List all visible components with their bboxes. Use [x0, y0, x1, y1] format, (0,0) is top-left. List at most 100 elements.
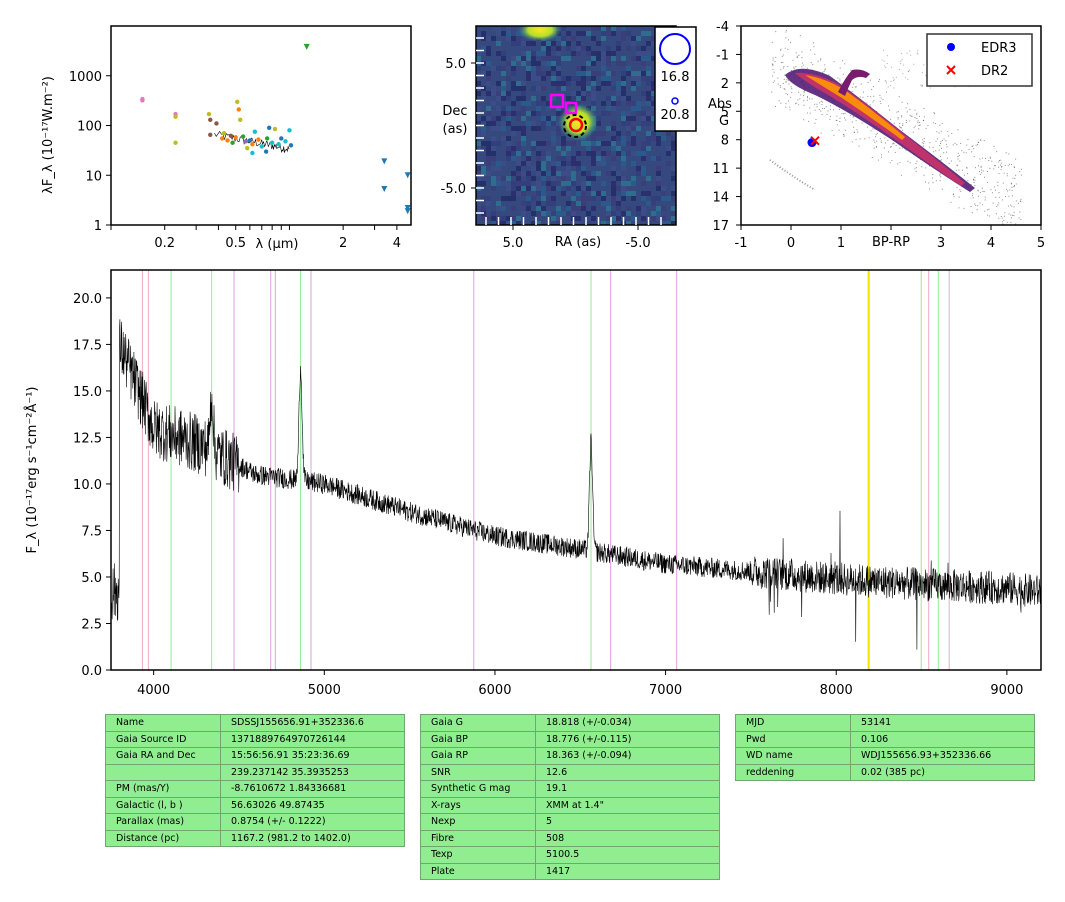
image-pixel [496, 66, 501, 71]
image-pixel [611, 136, 616, 141]
hr-cloud-point [841, 82, 843, 84]
hr-cloud-point [952, 144, 954, 146]
hr-cloud-point [775, 31, 777, 33]
image-pixel [511, 131, 516, 136]
hr-cloud-point [795, 52, 797, 54]
image-pixel [651, 36, 656, 41]
image-pixel [566, 96, 571, 101]
image-pixel [606, 211, 611, 216]
image-pixel [491, 156, 496, 161]
image-pixel [651, 76, 656, 81]
image-pixel [621, 211, 626, 216]
hr-cloud-point [833, 134, 835, 136]
image-pixel [651, 41, 656, 46]
image-pixel [606, 56, 611, 61]
image-pixel [526, 121, 531, 126]
image-pixel [531, 176, 536, 181]
image-pixel [506, 36, 511, 41]
sed-xtick-label: 2 [339, 236, 347, 251]
hr-cloud-point [841, 60, 843, 62]
image-pixel [516, 86, 521, 91]
sed-point [283, 139, 288, 144]
hr-cloud-point [997, 185, 999, 187]
image-pixel [641, 141, 646, 146]
image-pixel [611, 86, 616, 91]
image-pixel [651, 201, 656, 206]
image-pixel [641, 171, 646, 176]
sed-ylabel: λF_λ (10⁻¹⁷W.m⁻²) [41, 76, 56, 194]
image-pixel [656, 141, 661, 146]
image-pixel [491, 176, 496, 181]
image-pixel [536, 166, 541, 171]
image-pixel [521, 141, 526, 146]
image-pixel [506, 76, 511, 81]
hr-cloud-point [900, 52, 902, 54]
image-pixel [506, 196, 511, 201]
info-row: Gaia BP 18.776 (+/-0.115) [420, 730, 720, 748]
hr-cloud-point [921, 84, 923, 86]
hr-cloud-point [945, 151, 947, 153]
info-row: PM (mas/Y) -8.7610672 1.84336681 [105, 780, 405, 798]
hr-cloud-point [774, 60, 776, 62]
image-pixel [636, 81, 641, 86]
spectrum-xtick-label: 9000 [990, 683, 1023, 698]
image-pixel [621, 176, 626, 181]
hr-cloud-point [906, 52, 908, 54]
image-pixel [666, 161, 671, 166]
hr-cloud-point [780, 49, 782, 51]
hr-cloud-point [1004, 196, 1006, 198]
hr-cloud-point [793, 68, 795, 70]
image-pixel [581, 166, 586, 171]
image-pixel [611, 156, 616, 161]
hr-cloud-point [909, 114, 911, 116]
hr-cloud-point [974, 203, 976, 205]
hr-cloud-point [959, 189, 961, 191]
hr-cloud-point [998, 230, 999, 231]
image-pixel [671, 206, 676, 211]
image-pixel [596, 141, 601, 146]
hr-cloud-point [976, 209, 978, 211]
image-pixel [601, 101, 606, 106]
image-pixel [581, 86, 586, 91]
legend-mag-2: 20.8 [661, 108, 690, 123]
hr-cloud-point [987, 209, 989, 211]
image-pixel [611, 141, 616, 146]
hr-cloud-point [796, 56, 798, 58]
hr-cloud-point [829, 108, 831, 110]
hr-cloud-point [826, 114, 828, 116]
image-pixel [536, 186, 541, 191]
image-pixel [586, 181, 591, 186]
image-pixel [636, 126, 641, 131]
image-pixel [561, 176, 566, 181]
hr-cloud-point [939, 159, 941, 161]
hr-cloud-point [995, 196, 997, 198]
image-pixel [551, 61, 556, 66]
spectrum-xtick-label: 8000 [820, 683, 853, 698]
image-pixel [581, 96, 586, 101]
image-pixel [561, 81, 566, 86]
image-pixel [586, 151, 591, 156]
image-pixel [556, 61, 561, 66]
hr-xtick-label: 3 [937, 236, 945, 251]
sed-xtick-label: 4 [393, 236, 401, 251]
hr-cloud-point [987, 214, 989, 216]
sed-point [266, 125, 272, 130]
info-key: Texp [420, 846, 536, 864]
image-pixel [526, 41, 531, 46]
image-pixel [511, 221, 516, 225]
image-pixel [536, 111, 541, 116]
image-pixel [506, 136, 511, 141]
hr-cloud-point [957, 158, 959, 160]
image-pixel [631, 141, 636, 146]
image-pixel [501, 181, 506, 186]
sed-point [221, 131, 227, 136]
hr-cloud-point [965, 152, 967, 154]
hr-cloud-point [999, 230, 1000, 231]
sed-point [256, 137, 261, 142]
hr-cloud-point [787, 79, 789, 81]
image-pixel [551, 216, 556, 221]
image-pixel [616, 101, 621, 106]
image-pixel [476, 141, 481, 146]
image-pixel [621, 151, 626, 156]
hr-cloud-point [995, 213, 997, 215]
